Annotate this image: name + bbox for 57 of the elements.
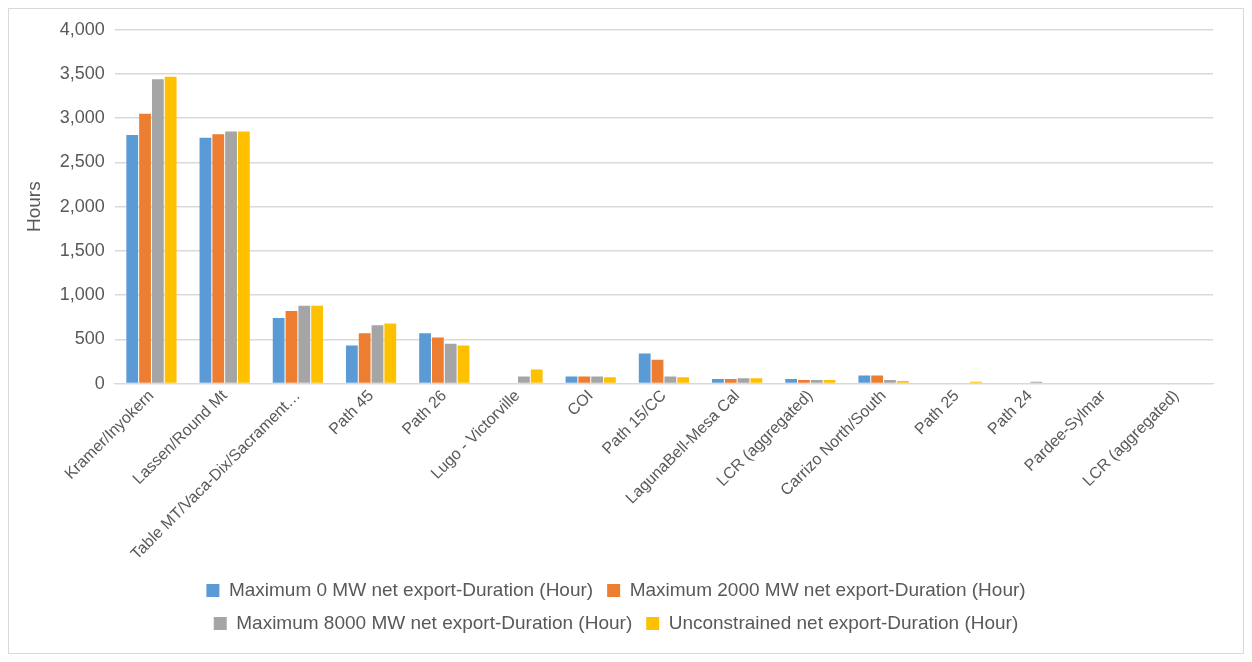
- bar: [638, 353, 651, 383]
- y-tick-label: 1,500: [59, 239, 105, 260]
- y-tick-label: 3,000: [59, 107, 105, 128]
- y-tick-label: 3,500: [59, 62, 105, 83]
- bar: [311, 305, 323, 383]
- x-tick-label: Path 26: [398, 386, 450, 438]
- bar: [457, 345, 470, 383]
- legend-label: Unconstrained net export-Duration (Hour): [668, 611, 1019, 633]
- bar: [798, 380, 810, 383]
- bar: [298, 305, 311, 383]
- y-tick-label: 500: [74, 328, 105, 349]
- bar: [212, 134, 225, 383]
- bar: [724, 379, 737, 383]
- bar: [858, 375, 871, 383]
- y-tick-label: 1,000: [59, 284, 105, 305]
- y-tick-label: 2,500: [59, 151, 105, 172]
- bar: [884, 380, 896, 383]
- bar: [518, 376, 530, 383]
- bar: [345, 345, 358, 383]
- bar: [677, 377, 690, 383]
- x-tick-label: COI: [563, 386, 596, 419]
- bar: [750, 378, 763, 383]
- bar: [444, 343, 457, 383]
- bar: [139, 113, 151, 383]
- y-tick-label: 4,000: [59, 18, 105, 39]
- bar: [237, 131, 250, 383]
- bar: [285, 311, 298, 383]
- bar: [371, 325, 384, 383]
- bar: [810, 380, 823, 383]
- bar: [431, 337, 444, 383]
- bar: [651, 359, 664, 383]
- bar: [871, 375, 884, 383]
- legend-label: Maximum 0 MW net export-Duration (Hour): [228, 578, 594, 600]
- y-tick-label: 0: [94, 372, 105, 393]
- bar: [530, 369, 543, 383]
- legend-label: Maximum 2000 MW net export-Duration (Hour): [629, 578, 1026, 600]
- bar: [565, 376, 578, 383]
- bar: [604, 377, 616, 383]
- bar: [384, 323, 397, 383]
- bar: [199, 137, 212, 383]
- bar: [419, 333, 431, 383]
- bar: [272, 318, 285, 383]
- bar: [126, 135, 139, 383]
- y-axis-title: Hours: [22, 181, 44, 233]
- bar: [578, 376, 591, 383]
- bar: [164, 76, 177, 383]
- bar: [737, 378, 750, 383]
- y-tick-label: 2,000: [59, 195, 105, 216]
- bar: [664, 376, 677, 383]
- legend-label: Maximum 8000 MW net export-Duration (Hour): [236, 611, 633, 633]
- bar: [591, 376, 604, 383]
- bar: [151, 79, 164, 383]
- bar: [225, 131, 237, 383]
- bar: [358, 333, 371, 383]
- bar: [712, 379, 724, 383]
- bar: [785, 379, 798, 383]
- bar: [823, 380, 836, 383]
